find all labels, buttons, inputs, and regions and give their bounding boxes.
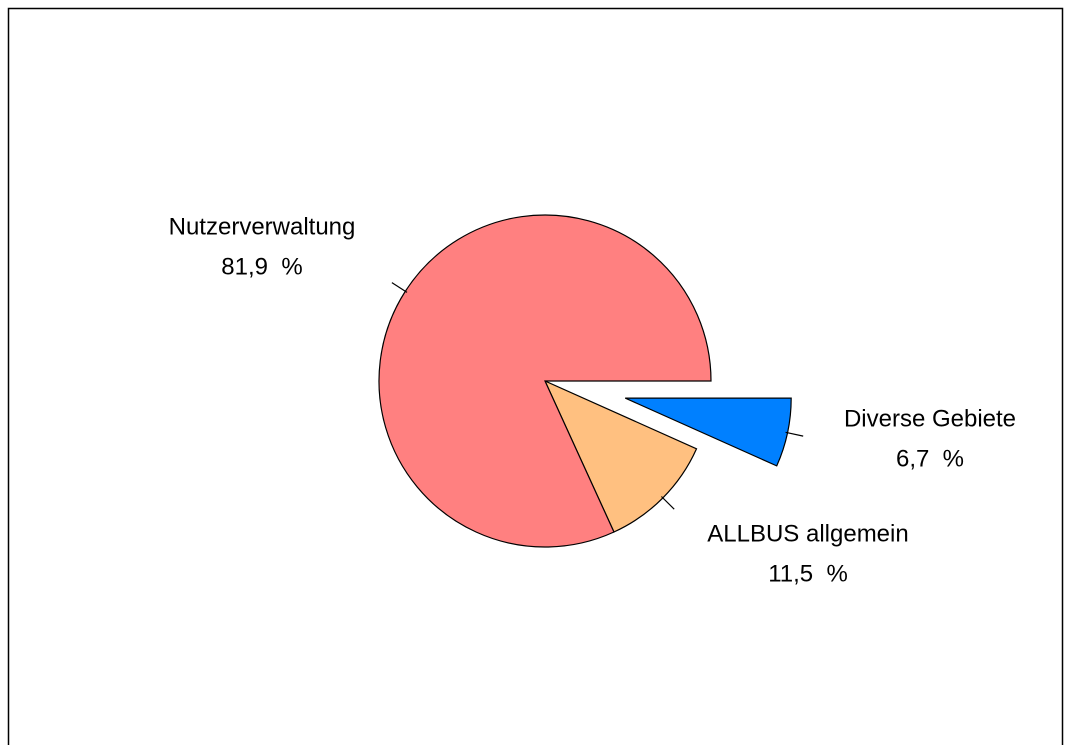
slice-value-label: 11,5 % [768, 560, 848, 587]
slice-label: Diverse Gebiete [844, 405, 1016, 432]
slice-label: ALLBUS allgemein [707, 520, 908, 547]
slice-value-label: 6,7 % [896, 445, 964, 472]
leader-line [391, 282, 408, 293]
slice-value-label: 81,9 % [221, 253, 302, 280]
leader-line [660, 496, 675, 510]
leader-line [785, 431, 804, 437]
slice-label: Nutzerverwaltung [169, 213, 356, 240]
